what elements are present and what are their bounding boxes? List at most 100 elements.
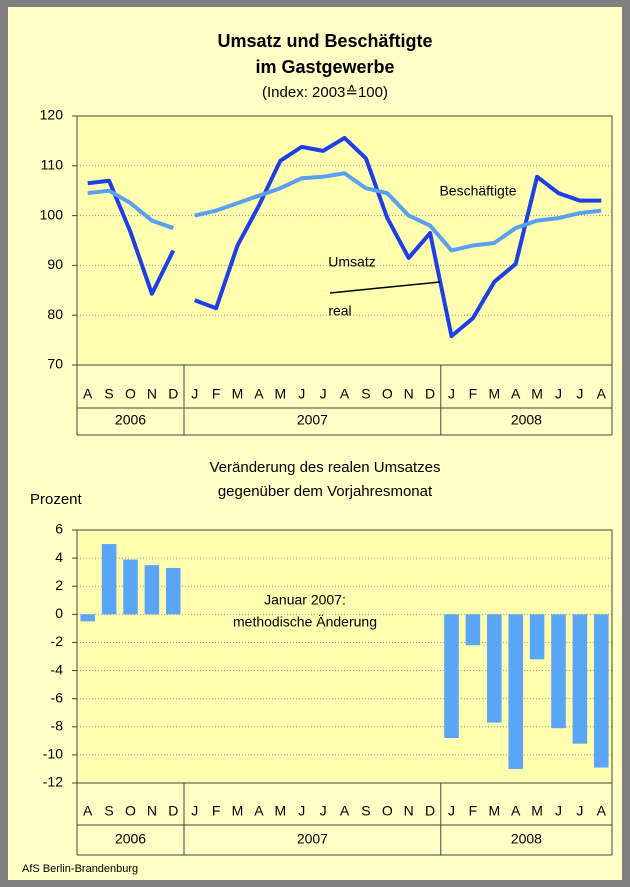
bar [123,559,138,615]
plot-border [76,115,613,366]
bar [487,614,502,723]
x-tick-label: A [511,803,521,819]
x-tick-label: A [340,803,350,819]
x-tick-label: J [191,386,198,402]
bar [529,614,545,660]
y-tick-label: 0 [55,605,63,621]
chart-title: gegenüber dem Vorjahresmonat [218,483,433,500]
x-tick-label: D [168,803,178,819]
x-tick-label: J [298,386,305,402]
x-tick-label: M [488,803,500,819]
y-tick-label: -10 [43,746,63,762]
series-label: Umsatz [328,254,375,270]
x-tick-label: J [555,803,562,819]
x-tick-label: F [212,386,221,402]
y-tick-label: 80 [47,306,63,322]
x-tick-label: M [232,803,244,819]
x-tick-label: M [232,386,244,402]
x-tick-label: D [168,386,178,402]
x-tick-label: A [597,803,607,819]
chart-title: im Gastgewerbe [255,57,394,77]
bar [465,614,481,646]
x-tick-label: S [361,386,370,402]
series-label: Beschäftigte [439,183,516,199]
y-tick-label: 4 [55,549,63,565]
group-label: 2006 [115,412,146,428]
x-tick-label: F [469,803,478,819]
x-tick-label: J [320,386,327,402]
y-tick-label: -8 [51,717,64,733]
x-tick-label: A [83,803,93,819]
group-label: 2008 [511,412,542,428]
x-tick-label: A [511,386,521,402]
label-leader [329,281,441,294]
annotation: methodische Änderung [233,614,377,630]
x-tick-label: A [83,386,93,402]
x-tick-label: J [576,386,583,402]
bar [144,565,160,615]
chart-title: Umsatz und Beschäftigte [217,31,432,51]
x-tick-label: N [404,803,414,819]
source: AfS Berlin-Brandenburg [22,863,138,875]
x-tick-label: A [254,386,264,402]
series-line [87,178,176,296]
x-tick-label: N [147,803,157,819]
x-tick-label: J [191,803,198,819]
x-tick-label: M [531,803,543,819]
series-label: real [328,303,351,319]
annotation: Januar 2007: [264,592,346,608]
x-tick-label: O [125,803,136,819]
x-tick-label: J [298,803,305,819]
bar [101,544,117,615]
y-tick-label: -4 [51,661,64,677]
x-tick-label: J [576,803,583,819]
x-tick-label: S [104,386,113,402]
y-tick-label: -2 [51,633,64,649]
bar [551,614,566,729]
x-tick-label: O [125,386,136,402]
x-tick-label: F [469,386,478,402]
x-tick-label: M [531,386,543,402]
group-label: 2006 [115,831,146,847]
x-tick-label: A [340,386,350,402]
x-tick-label: D [425,803,435,819]
y-tick-label: 120 [40,107,64,123]
y-tick-label: 6 [55,521,63,537]
group-label: 2007 [297,412,328,428]
y-tick-label: 110 [41,157,64,173]
y-tick-label: 100 [40,206,64,222]
x-tick-label: J [448,386,455,402]
group-label: 2008 [511,831,542,847]
group-label: 2007 [297,831,328,847]
x-tick-label: O [382,803,393,819]
y-tick-label: -6 [51,689,64,705]
series-line [87,188,174,230]
x-tick-label: M [488,386,500,402]
y-axis-label: Prozent [30,491,83,508]
series-line [194,135,602,339]
x-tick-label: J [320,803,327,819]
y-tick-label: 70 [47,356,63,372]
series-line [194,171,602,253]
x-tick-label: F [212,803,221,819]
x-tick-label: A [597,386,607,402]
x-tick-label: S [361,803,370,819]
bar [572,614,588,744]
bar [166,567,181,615]
y-tick-label: 90 [47,256,63,272]
x-tick-label: J [555,386,562,402]
x-tick-label: A [254,803,264,819]
bar [444,614,459,739]
plot-area [77,116,612,365]
bar [594,614,609,768]
x-tick-label: J [448,803,455,819]
plot-border [76,529,613,784]
x-tick-label: S [104,803,113,819]
x-tick-label: M [274,386,286,402]
x-tick-label: M [274,803,286,819]
x-tick-label: D [425,386,435,402]
chart-title: Veränderung des realen Umsatzes [210,459,441,476]
y-tick-label: 2 [55,577,63,593]
